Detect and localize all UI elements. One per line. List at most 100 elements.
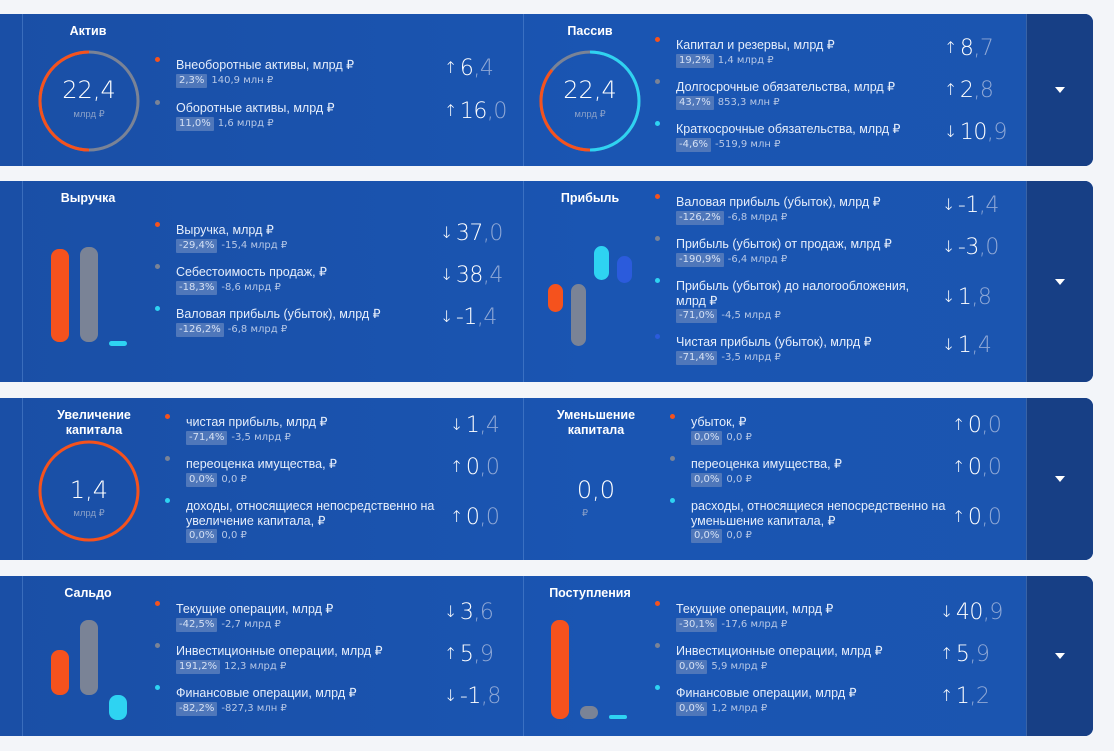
value-integer: 5 bbox=[955, 642, 970, 667]
metric-label: Внеоборотные активы, млрд ₽ bbox=[176, 58, 355, 72]
expand-rail[interactable] bbox=[1026, 14, 1093, 166]
section-title-assets: Актив bbox=[69, 24, 107, 38]
trend-arrow-icon: ↑ bbox=[450, 507, 463, 526]
trend-arrow-icon: ↑ bbox=[450, 457, 463, 476]
card-revenue: Выручка Прибыль Выручка, млрд ₽ -29,4% -15… bbox=[0, 181, 1093, 382]
metric-change: 0,0% 0,0 ₽ bbox=[691, 529, 752, 543]
metric-label: Инвестиционные операции, млрд ₽ bbox=[176, 644, 383, 658]
series-dot bbox=[155, 685, 160, 690]
financing-bar bbox=[109, 695, 127, 720]
metric-value: ↑ 5,9 bbox=[940, 642, 990, 667]
value-fraction: ,0 bbox=[479, 505, 500, 530]
value-fraction: ,0 bbox=[479, 455, 500, 480]
expand-rail[interactable] bbox=[1026, 398, 1093, 560]
value-integer: 40 bbox=[955, 600, 984, 625]
change-percent-badge: 43,7% bbox=[676, 96, 714, 110]
change-absolute: 1,2 млрд ₽ bbox=[711, 703, 768, 714]
metric-value: ↓ 3,6 bbox=[444, 600, 494, 625]
value-fraction: ,0 bbox=[486, 99, 508, 124]
metric-change: -42,5% -2,7 млрд ₽ bbox=[176, 618, 281, 632]
gross-profit-bar bbox=[548, 284, 563, 312]
value-fraction: ,4 bbox=[473, 56, 494, 81]
trend-arrow-icon: ↑ bbox=[952, 415, 965, 434]
change-absolute: -6,8 млрд ₽ bbox=[227, 324, 288, 335]
metric-value: ↓ -1,8 bbox=[444, 684, 501, 709]
value-integer: 1 bbox=[957, 285, 972, 310]
chevron-down-icon[interactable] bbox=[1055, 279, 1065, 285]
change-percent-badge: -126,2% bbox=[176, 323, 224, 337]
trend-arrow-icon: ↑ bbox=[952, 507, 965, 526]
series-dot bbox=[670, 498, 675, 503]
trend-arrow-icon: ↓ bbox=[444, 686, 457, 705]
value-integer: 2 bbox=[959, 78, 974, 103]
change-absolute: -519,9 млн ₽ bbox=[715, 139, 781, 150]
metric-label: Финансовые операции, млрд ₽ bbox=[676, 686, 857, 700]
change-absolute: -3,5 млрд ₽ bbox=[721, 352, 781, 363]
section-title-revenue: Выручка bbox=[60, 191, 116, 205]
value-fraction: ,6 bbox=[473, 600, 494, 625]
trend-arrow-icon: ↑ bbox=[444, 644, 457, 663]
metric-value: ↑ 2,8 bbox=[944, 78, 994, 103]
value-integer: 37 bbox=[455, 221, 484, 246]
change-absolute: 5,9 млрд ₽ bbox=[711, 661, 768, 672]
change-percent-badge: -30,1% bbox=[676, 618, 718, 632]
chevron-down-icon[interactable] bbox=[1055, 476, 1065, 482]
trend-arrow-icon: ↓ bbox=[942, 335, 955, 354]
metric-label: Прибыль (убыток) до налогообложения, млр… bbox=[676, 279, 910, 308]
trend-arrow-icon: ↓ bbox=[440, 265, 453, 284]
metric-label: Прибыль (убыток) от продаж, млрд ₽ bbox=[676, 237, 892, 251]
change-percent-badge: -126,2% bbox=[676, 211, 724, 225]
change-percent-badge: -82,2% bbox=[176, 702, 218, 716]
value-fraction: ,7 bbox=[973, 36, 994, 61]
value-fraction: ,4 bbox=[482, 263, 504, 288]
capital-decrease-unit: ₽ bbox=[581, 508, 589, 519]
expand-rail[interactable] bbox=[1026, 576, 1093, 736]
series-dot bbox=[155, 100, 160, 105]
change-absolute: 12,3 млрд ₽ bbox=[224, 661, 287, 672]
metric-value: ↑ 0,0 bbox=[952, 505, 1002, 530]
change-absolute: 0,0 ₽ bbox=[726, 432, 752, 443]
section-title-balance: Сальдо bbox=[64, 586, 112, 600]
metric-value: ↑ 1,2 bbox=[940, 684, 990, 709]
change-percent-badge: 191,2% bbox=[176, 660, 221, 674]
liabilities-total: 22,4 bbox=[563, 76, 617, 104]
change-percent-badge: -18,3% bbox=[176, 281, 218, 295]
metric-value: ↑ 6,4 bbox=[444, 56, 494, 81]
capital-increase-ring bbox=[38, 440, 140, 542]
metric-change: -126,2% -6,8 млрд ₽ bbox=[176, 323, 287, 337]
series-dot bbox=[670, 414, 675, 419]
revenue-bar bbox=[51, 249, 69, 342]
metric-change: 0,0% 0,0 ₽ bbox=[186, 529, 247, 543]
cost-bar bbox=[80, 247, 98, 342]
metric-label: Капитал и резервы, млрд ₽ bbox=[676, 38, 835, 52]
trend-arrow-icon: ↑ bbox=[444, 58, 457, 77]
metric-value: ↓ 40,9 bbox=[940, 600, 1003, 625]
metric-change: 19,2% 1,4 млрд ₽ bbox=[676, 54, 774, 68]
metric-change: 191,2% 12,3 млрд ₽ bbox=[176, 660, 286, 674]
value-fraction: ,4 bbox=[479, 413, 500, 438]
chevron-down-icon[interactable] bbox=[1055, 653, 1065, 659]
metric-value: ↓ 38,4 bbox=[440, 263, 503, 288]
change-absolute: -17,6 млрд ₽ bbox=[721, 619, 788, 630]
metric-change: -30,1% -17,6 млрд ₽ bbox=[676, 618, 787, 632]
metric-change: -71,4% -3,5 млрд ₽ bbox=[186, 431, 291, 445]
series-dot bbox=[655, 334, 660, 339]
expand-rail[interactable] bbox=[1026, 181, 1093, 382]
trend-arrow-icon: ↑ bbox=[944, 38, 957, 57]
metric-label: чистая прибыль, млрд ₽ bbox=[186, 415, 328, 429]
chevron-down-icon[interactable] bbox=[1055, 87, 1065, 93]
value-integer: 0 bbox=[465, 505, 480, 530]
metric-label: Валовая прибыль (убыток), млрд ₽ bbox=[176, 307, 381, 321]
series-dot bbox=[670, 456, 675, 461]
change-absolute: -8,6 млрд ₽ bbox=[221, 282, 281, 293]
change-percent-badge: -71,0% bbox=[676, 309, 718, 323]
trend-arrow-icon: ↑ bbox=[944, 80, 957, 99]
metric-change: -126,2% -6,8 млрд ₽ bbox=[676, 211, 787, 225]
trend-arrow-icon: ↑ bbox=[952, 457, 965, 476]
trend-arrow-icon: ↓ bbox=[940, 602, 953, 621]
metric-value: ↑ 8,7 bbox=[944, 36, 994, 61]
change-absolute: 140,9 млн ₽ bbox=[211, 75, 274, 86]
change-absolute: 0,0 ₽ bbox=[221, 474, 247, 485]
change-absolute: -4,5 млрд ₽ bbox=[721, 310, 781, 321]
value-integer: 8 bbox=[959, 36, 974, 61]
